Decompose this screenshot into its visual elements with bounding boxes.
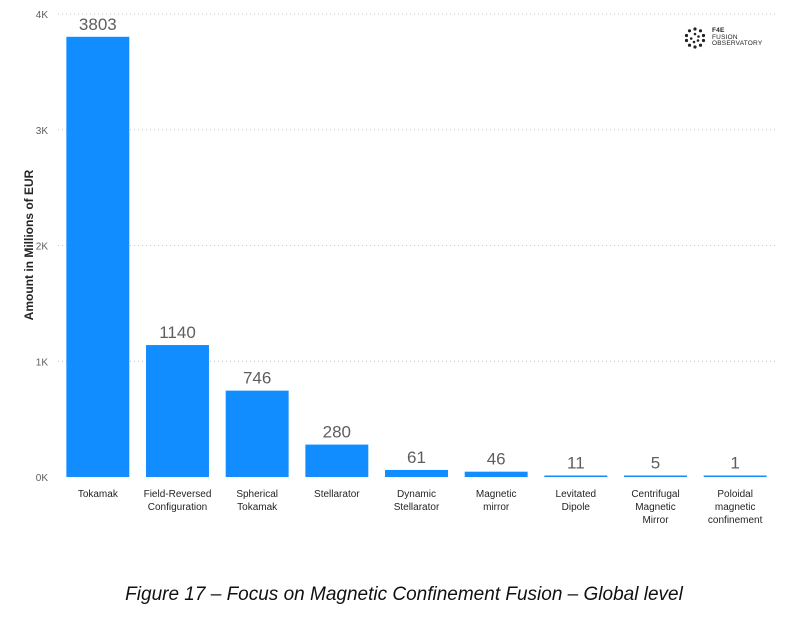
- bar: [305, 444, 369, 477]
- x-tick-label: Dynamic Stellarator: [394, 489, 440, 513]
- bar: [385, 469, 448, 477]
- bar: [464, 471, 528, 477]
- data-label: 280: [323, 423, 351, 442]
- x-tick-label: Stellarator: [314, 489, 360, 500]
- x-tick-label: Tokamak: [78, 489, 119, 500]
- logo-line-3: OBSERVATORY: [712, 40, 763, 48]
- bar: [66, 36, 130, 478]
- data-label: 746: [243, 369, 271, 388]
- bar-chart: 0K 1K 2K 3K 4K Amount in Millions of EUR 380…: [22, 10, 775, 526]
- fusion-observatory-logo-icon: [684, 27, 706, 49]
- y-axis-ticks: 0K 1K 2K 3K 4K: [36, 10, 49, 484]
- y-axis-label: Amount in Millions of EUR: [22, 169, 36, 320]
- y-tick-label: 0K: [36, 473, 49, 484]
- bar: [146, 345, 209, 477]
- x-axis-labels: Tokamak Field-Reversed Configuration Spheri…: [78, 489, 763, 526]
- data-label: 61: [407, 448, 426, 467]
- data-label: 5: [651, 454, 660, 473]
- logo-line-2: FUSION: [712, 33, 738, 41]
- y-tick-label: 2K: [36, 242, 49, 253]
- gridlines: [58, 13, 775, 362]
- y-tick-label: 4K: [36, 10, 49, 21]
- bar: [703, 475, 767, 477]
- x-tick-label: Levitated Dipole: [556, 489, 597, 513]
- data-label: 3803: [79, 15, 117, 34]
- data-label: 11: [567, 454, 585, 473]
- logo-line-1: F4E: [712, 27, 725, 35]
- bar: [624, 475, 687, 477]
- x-tick-label: Poloidal magnetic confinement: [708, 489, 763, 526]
- bars: [66, 36, 767, 478]
- f4e-logo: F4E FUSION OBSERVATORY: [683, 26, 762, 50]
- y-tick-label: 1K: [36, 357, 49, 368]
- data-label: 46: [487, 450, 506, 469]
- bar: [544, 475, 608, 477]
- bar: [225, 390, 289, 477]
- x-tick-label: Spherical Tokamak: [236, 489, 278, 513]
- y-tick-label: 3K: [36, 126, 49, 137]
- data-label: 1: [730, 454, 739, 473]
- figure-caption: Figure 17 – Focus on Magnetic Confinemen…: [125, 584, 683, 605]
- data-label: 1140: [159, 323, 196, 342]
- data-labels: 3803 1140 746 280 61 46 11 5 1: [79, 15, 740, 473]
- x-tick-label: Centrifugal Magnetic Mirror: [631, 489, 679, 526]
- x-tick-label: Field-Reversed Configuration: [144, 489, 212, 513]
- x-tick-label: Magnetic mirror: [476, 489, 517, 513]
